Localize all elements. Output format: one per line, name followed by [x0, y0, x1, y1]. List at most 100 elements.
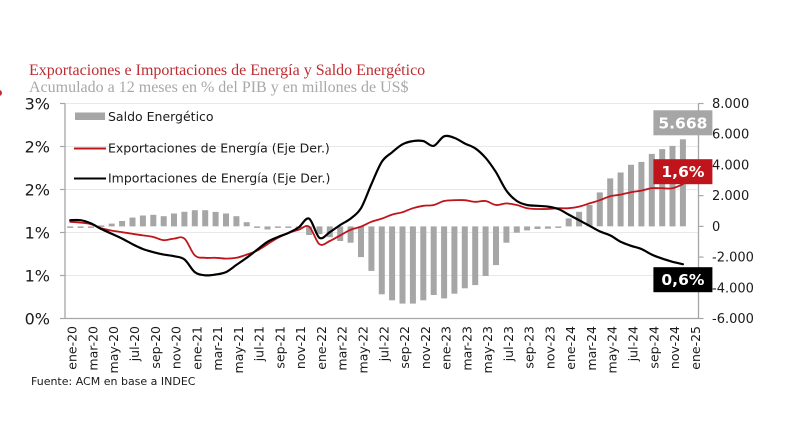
saldo-bar [638, 161, 645, 227]
legend-entry-exportaciones: Exportaciones de Energía (Eje Der.) [74, 141, 330, 156]
x-axis-tick-label: nov-20 [169, 326, 184, 369]
right-axis-tick-label: 6.000 [712, 128, 749, 143]
saldo-bar [399, 226, 406, 304]
saldo-bar [628, 164, 634, 227]
right-axis-tick-label: 2.000 [712, 189, 749, 204]
annotation-saldo-last: 5.668 [653, 110, 713, 136]
x-axis-tick-label: sep-22 [397, 326, 412, 369]
saldo-bar [88, 226, 94, 228]
exportaciones-line [69, 183, 684, 260]
x-axis-tick-label: nov-22 [418, 326, 433, 369]
saldo-bar [347, 226, 354, 243]
saldo-bar [171, 213, 177, 227]
left-axis-tick-label: 3% [25, 95, 50, 114]
red-mark-fragment [0, 90, 2, 96]
legend-entry-importaciones: Importaciones de Energía (Eje Der.) [74, 171, 330, 186]
saldo-bar [316, 226, 323, 235]
saldo-bar [586, 205, 593, 227]
annotation-exportaciones-box [653, 159, 713, 185]
saldo-bar [513, 226, 520, 233]
saldo-bar [274, 226, 281, 228]
right-axis-tick-label: -6.000 [712, 312, 754, 327]
x-axis-tick-label: may-21 [231, 326, 246, 373]
saldo-bar [129, 217, 136, 227]
x-axis-tick-label: sep-23 [522, 326, 537, 369]
saldo-bar [191, 210, 198, 227]
line-series [69, 134, 684, 277]
saldo-bar [264, 226, 271, 230]
chart-subtitle: Acumulado a 12 meses en % del PIB y en m… [29, 79, 409, 96]
saldo-bar [67, 226, 74, 228]
saldo-bar [233, 216, 240, 227]
legend: Saldo Energético Exportaciones de Energí… [74, 109, 330, 186]
saldo-bar [420, 226, 427, 301]
x-axis-tick-label: ene-20 [65, 326, 80, 370]
x-axis-tick-label: may-22 [356, 326, 371, 373]
saldo-bar [285, 226, 292, 228]
annotation-importaciones-text: 0,6% [661, 271, 704, 289]
saldo-bar [607, 178, 614, 227]
x-axis-tick-label: ene-23 [439, 326, 454, 370]
saldo-bar [160, 216, 167, 227]
saldo-bar [482, 226, 489, 276]
saldo-bar [524, 226, 531, 231]
saldo-bar [617, 172, 624, 227]
saldo-bar [648, 153, 655, 227]
saldo-bar [493, 226, 499, 266]
saldo-bar [108, 223, 115, 227]
right-axis-tick-label: 8.000 [712, 97, 749, 112]
saldo-bar [77, 226, 84, 228]
saldo-bar [534, 226, 541, 229]
saldo-bar [368, 226, 375, 271]
left-axis-tick-label: 2% [25, 138, 50, 157]
x-axis-tick-label: mar-21 [210, 326, 225, 371]
saldo-bar [212, 211, 219, 227]
left-axis-tick-label: 1% [25, 267, 50, 286]
saldo-bar [223, 213, 229, 227]
saldo-bar [181, 211, 188, 227]
x-axis-tick-label: may-23 [480, 326, 495, 373]
saldo-bar [544, 226, 551, 229]
right-axis-tick-label: -4.000 [712, 281, 754, 296]
gridlines [65, 103, 699, 276]
saldo-bar [306, 226, 313, 235]
annotation-exportaciones-text: 1,6% [661, 163, 704, 181]
saldo-bar [337, 226, 344, 241]
x-axis-tick-label: mar-24 [584, 326, 599, 371]
saldo-bar [565, 218, 572, 227]
source-note: Fuente: ACM en base a INDEC [31, 375, 196, 388]
x-axis-tick-label: nov-24 [667, 326, 682, 369]
annotation-saldo-box [653, 110, 713, 136]
right-axis-tick-label: -2.000 [712, 251, 754, 266]
saldo-bar [119, 221, 126, 227]
saldo-bars [67, 139, 686, 304]
x-axis-tick-label: mar-22 [335, 326, 350, 371]
saldo-bar [150, 214, 157, 227]
chart-title: Exportaciones e Importaciones de Energía… [29, 62, 425, 79]
saldo-bar [451, 226, 458, 294]
annotation-importaciones-last: 0,6% [653, 267, 713, 293]
legend-label-importaciones: Importaciones de Energía (Eje Der.) [108, 171, 330, 186]
annotation-exportaciones-last: 1,6% [653, 159, 713, 185]
x-axis-tick-label: sep-21 [272, 326, 287, 369]
x-axis-tick-label: nov-21 [293, 326, 308, 369]
saldo-bar [430, 226, 437, 295]
saldo-bar [139, 215, 146, 227]
left-axis-tick-label: 0% [25, 310, 50, 329]
saldo-bar [669, 145, 676, 227]
saldo-bar [472, 226, 479, 286]
x-axis-tick-label: jul-24 [626, 326, 641, 362]
x-axis-tick-label: ene-22 [314, 326, 329, 370]
x-axis-tick-label: mar-20 [86, 326, 101, 371]
annotation-saldo-text: 5.668 [658, 114, 707, 132]
x-axis-tick-label: nov-23 [542, 326, 557, 369]
x-axis-tick-label: sep-24 [646, 326, 661, 369]
left-axis-tick-label: 1% [25, 224, 50, 243]
saldo-bar [358, 226, 364, 258]
saldo-bar [503, 226, 510, 243]
x-axis-tick-label: may-20 [106, 326, 121, 373]
right-axis-tick-label: 4.000 [712, 158, 749, 173]
saldo-bar [98, 225, 105, 227]
saldo-bar [555, 226, 562, 228]
